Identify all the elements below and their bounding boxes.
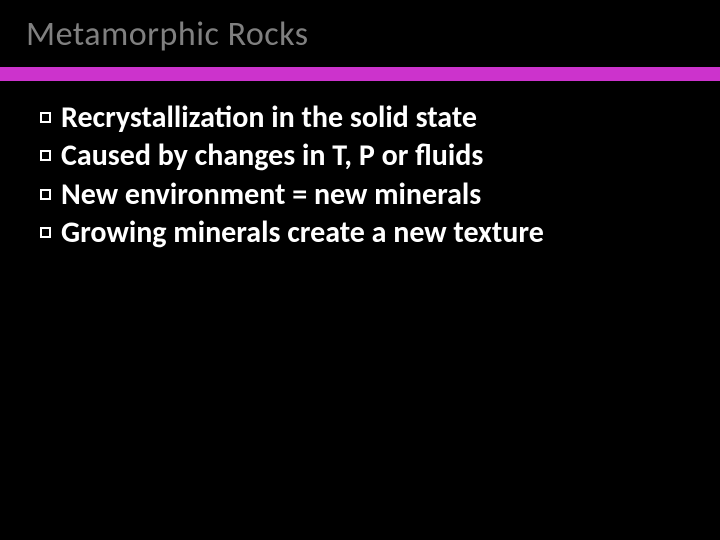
bullet-square-icon	[40, 227, 51, 238]
bullet-square-icon	[40, 150, 51, 161]
bullet-text: New environment = new minerals	[61, 176, 481, 214]
slide-title: Metamorphic Rocks	[0, 0, 720, 55]
bullet-square-icon	[40, 112, 51, 123]
accent-bar	[0, 67, 720, 81]
slide: Metamorphic Rocks Recrystallization in t…	[0, 0, 720, 540]
bullet-item: New environment = new minerals	[40, 176, 680, 214]
bullet-text: Growing minerals create a new texture	[61, 214, 544, 252]
bullet-item: Caused by changes in T, P or fluids	[40, 137, 680, 175]
bullet-text: Caused by changes in T, P or fluids	[61, 137, 483, 175]
bullet-item: Recrystallization in the solid state	[40, 99, 680, 137]
bullet-item: Growing minerals create a new texture	[40, 214, 680, 252]
slide-body: Recrystallization in the solid state Cau…	[0, 81, 720, 253]
bullet-text: Recrystallization in the solid state	[61, 99, 477, 137]
bullet-square-icon	[40, 189, 51, 200]
